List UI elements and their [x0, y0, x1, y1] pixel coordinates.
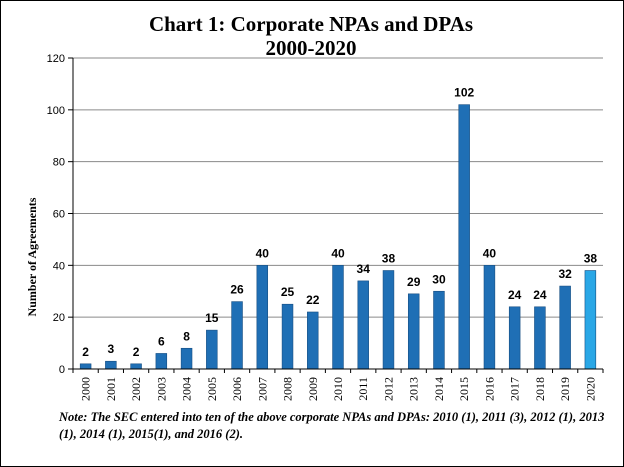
x-tick-label-2000: 2000	[79, 377, 93, 401]
x-tick-label-2002: 2002	[129, 377, 143, 401]
data-label-2003: 6	[158, 334, 165, 348]
bar-2002	[130, 363, 142, 370]
bar-2013	[407, 293, 420, 370]
bar-layer	[79, 104, 597, 370]
x-tick-label-2003: 2003	[154, 377, 168, 401]
data-label-2015: 102	[454, 86, 474, 100]
data-label-2006: 26	[230, 283, 244, 297]
y-tick-label: 0	[59, 364, 65, 376]
axis-layer: 0 20 40 60 80 100 120 2000 2001 2002 2003 2004 2005 2…	[47, 53, 604, 401]
y-tick-label: 100	[47, 105, 65, 117]
bar-2009	[307, 311, 319, 370]
chart-note: Note: The SEC entered into ten of the ab…	[59, 410, 605, 441]
x-tick-label-2012: 2012	[381, 377, 395, 401]
data-label-2017: 24	[508, 288, 522, 302]
y-tick-label: 80	[53, 157, 65, 169]
data-label-2001: 3	[108, 342, 115, 356]
bar-2005	[206, 329, 218, 370]
x-tick-label-2009: 2009	[306, 377, 320, 401]
bar-2017	[508, 306, 521, 370]
y-tick-label: 20	[53, 312, 65, 324]
data-label-2018: 24	[533, 288, 547, 302]
bar-2001	[105, 360, 117, 370]
data-label-2002: 2	[133, 345, 140, 359]
x-tick-label-2017: 2017	[508, 377, 522, 401]
bar-2019	[559, 285, 571, 370]
y-tick-label: 60	[53, 209, 65, 221]
x-tick-label-2001: 2001	[104, 377, 118, 401]
x-tick-label-2008: 2008	[281, 377, 295, 401]
y-tick-label: 40	[53, 260, 65, 272]
bar-2003	[155, 353, 168, 370]
data-label-2009: 22	[306, 293, 320, 307]
data-label-2000: 2	[82, 345, 89, 359]
x-tick-label-2018: 2018	[533, 377, 547, 401]
chart-title-line1: Chart 1: Corporate NPAs and DPAs	[149, 12, 473, 36]
data-label-2010: 40	[331, 246, 345, 260]
data-label-2005: 15	[205, 311, 219, 325]
bar-2011	[357, 280, 369, 370]
x-tick-label-2016: 2016	[482, 377, 496, 401]
y-tick-label: 120	[47, 53, 65, 65]
x-tick-label-2006: 2006	[230, 377, 244, 401]
data-label-2012: 38	[382, 252, 396, 266]
data-label-2007: 40	[256, 246, 270, 260]
x-tick-label-2019: 2019	[558, 377, 572, 401]
bar-2007	[256, 265, 269, 370]
bar-2010	[332, 265, 344, 370]
bar-2020	[584, 270, 597, 370]
x-tick-label-2004: 2004	[180, 377, 194, 401]
bar-2000	[79, 363, 92, 370]
x-tick-label-2014: 2014	[432, 377, 446, 401]
data-label-2013: 29	[407, 275, 421, 289]
x-tick-label-2005: 2005	[205, 377, 219, 401]
bar-2004	[180, 347, 193, 370]
y-axis-label: Number of Agreements	[25, 197, 39, 316]
bar-2014	[433, 290, 445, 370]
data-label-2014: 30	[432, 272, 446, 286]
bar-2018	[534, 306, 546, 370]
data-label-2020: 38	[584, 252, 598, 266]
bar-2016	[483, 265, 496, 370]
x-tick-label-2007: 2007	[255, 377, 269, 401]
bar-2015	[458, 104, 470, 370]
data-label-2016: 40	[483, 246, 497, 260]
data-label-2011: 34	[357, 262, 371, 276]
x-tick-label-2020: 2020	[583, 377, 597, 401]
bar-2008	[281, 303, 294, 370]
x-tick-label-2011: 2011	[356, 377, 370, 401]
bar-2006	[231, 301, 243, 370]
data-label-2008: 25	[281, 285, 295, 299]
x-tick-label-2013: 2013	[407, 377, 421, 401]
x-tick-label-2010: 2010	[331, 377, 345, 401]
bar-2012	[382, 270, 395, 370]
data-label-2004: 8	[183, 329, 190, 343]
data-label-2019: 32	[558, 267, 572, 281]
chart-title-line2: 2000-2020	[266, 36, 357, 60]
x-tick-label-2015: 2015	[457, 377, 471, 401]
